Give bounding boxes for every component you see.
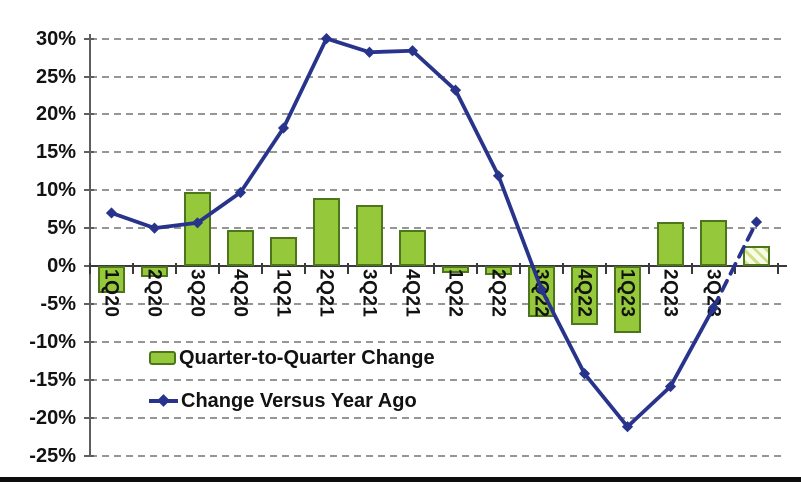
y-axis-label: -25%: [29, 444, 76, 467]
bar: [313, 197, 340, 266]
y-axis-label: 0%: [47, 255, 76, 277]
x-axis-tick: [347, 263, 349, 274]
diamond-marker: [277, 122, 290, 134]
bar: [657, 222, 684, 266]
line-series-swatch: [149, 394, 178, 407]
diamond-marker: [363, 46, 376, 58]
gridline: [90, 454, 783, 457]
legend-item-bars: Quarter-to-Quarter Change: [149, 346, 435, 370]
x-axis-label: 3Q22: [530, 269, 552, 318]
x-axis-label: 1Q20: [100, 269, 122, 318]
x-axis-tick: [261, 263, 263, 274]
x-axis-label: 1Q21: [272, 269, 294, 318]
x-axis-tick: [304, 263, 306, 274]
x-axis-label: 2Q20: [143, 269, 165, 318]
diamond-marker: [406, 45, 419, 57]
y-axis-label: 25%: [35, 65, 76, 88]
x-axis-label: 3Q23: [702, 269, 724, 318]
x-axis-tick: [691, 263, 693, 274]
x-axis-label: 4Q21: [401, 269, 423, 318]
x-axis-tick: [562, 263, 564, 274]
bar: [184, 192, 211, 266]
x-axis-label: 2Q22: [487, 269, 509, 318]
x-axis-tick: [476, 263, 478, 274]
x-axis-label: 3Q21: [358, 269, 380, 318]
x-axis-tick: [390, 263, 392, 274]
diamond-marker: [621, 421, 634, 433]
legend: Quarter-to-Quarter Change Change Versus …: [149, 346, 435, 432]
y-axis-line: [89, 34, 91, 457]
y-axis-label: 15%: [35, 141, 76, 164]
x-axis-tick: [132, 263, 134, 274]
bar: [356, 205, 383, 266]
bar: [700, 219, 727, 266]
x-axis-label: 4Q22: [573, 269, 595, 318]
diamond-marker: [664, 380, 677, 393]
x-axis-label: 2Q23: [659, 269, 681, 318]
diamond-marker: [105, 207, 118, 219]
gridline: [90, 189, 783, 192]
y-axis-label: 20%: [35, 103, 76, 126]
x-axis-tick: [734, 263, 736, 274]
x-axis-tick: [648, 263, 650, 274]
bar-series-swatch: [149, 351, 176, 365]
x-axis-tick: [175, 263, 177, 274]
legend-item-line: Change Versus Year Ago: [149, 389, 435, 413]
x-axis-tick: [605, 263, 607, 274]
diamond-marker-icon: [157, 394, 170, 407]
legend-line-label: Change Versus Year Ago: [181, 389, 417, 412]
x-axis-tick: [519, 263, 521, 274]
x-axis-label: 3Q20: [186, 269, 208, 318]
gridline: [90, 340, 783, 343]
x-axis-tick: [433, 263, 435, 274]
bar: [227, 230, 254, 266]
diamond-marker: [449, 84, 462, 96]
x-axis-label: 1Q22: [444, 269, 466, 318]
gridline: [90, 151, 783, 154]
x-axis-label: 2Q21: [315, 269, 337, 318]
diamond-marker: [578, 368, 591, 380]
x-axis-tick: [89, 263, 91, 274]
y-axis-label: -5%: [40, 292, 76, 315]
gridline: [90, 113, 783, 116]
x-axis-label: 4Q20: [229, 269, 251, 318]
bar: [399, 229, 426, 266]
diamond-marker: [492, 170, 505, 182]
legend-bar-label: Quarter-to-Quarter Change: [179, 346, 435, 369]
y-axis-label: -10%: [29, 330, 76, 353]
diamond-marker: [750, 216, 763, 228]
x-axis-tick: [218, 263, 220, 274]
y-axis-label: -15%: [29, 368, 76, 391]
gridline: [90, 75, 783, 78]
x-axis-label: 1Q23: [616, 269, 638, 318]
bar: [270, 237, 297, 266]
y-axis-label: 30%: [35, 27, 76, 50]
bottom-border: [0, 477, 801, 482]
bar-forecast-hatched: [743, 245, 770, 266]
gridline: [90, 37, 783, 40]
y-axis-label: -20%: [29, 406, 76, 429]
y-axis-label: 5%: [47, 217, 76, 240]
x-axis-tick: [777, 263, 779, 274]
y-axis-label: 10%: [35, 179, 76, 202]
